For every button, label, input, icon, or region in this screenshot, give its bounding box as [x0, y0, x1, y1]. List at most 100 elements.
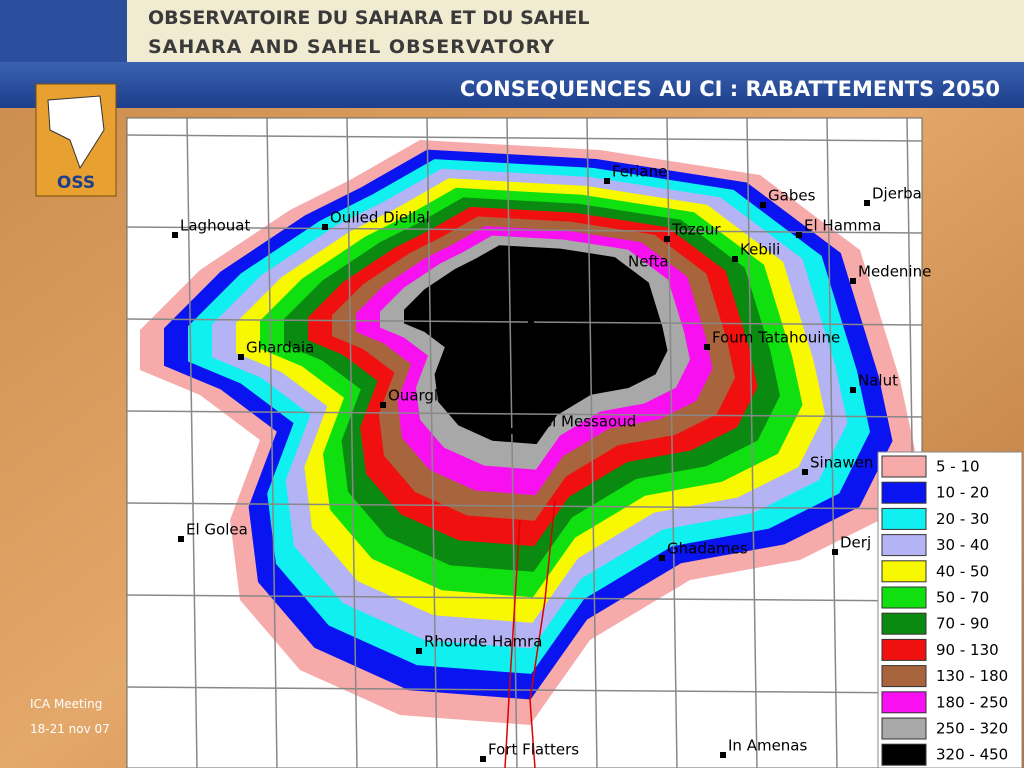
place-label: El Golea: [186, 521, 248, 539]
place-label: Hassi Messaoud: [516, 413, 636, 431]
place-label: Oulled Djellal: [330, 209, 430, 227]
legend-label: 10 - 20: [936, 484, 989, 502]
place-marker: [664, 236, 670, 242]
place-marker: [416, 648, 422, 654]
legend-label: 40 - 50: [936, 562, 989, 580]
place-label: Ouargla: [388, 387, 447, 405]
map-grid: [126, 502, 923, 510]
place-marker: [720, 752, 726, 758]
legend-label: 50 - 70: [936, 589, 989, 607]
map-grid: [426, 117, 438, 768]
legend-swatch: [881, 481, 927, 504]
place-marker: [322, 224, 328, 230]
map-grid: [126, 134, 923, 142]
place-marker: [172, 232, 178, 238]
place-label: Ghardaia: [246, 339, 314, 357]
place-marker: [832, 549, 838, 555]
legend-swatch: [881, 612, 927, 635]
place-label: Djerba: [872, 185, 922, 203]
map-grid: [506, 117, 518, 768]
place-label: Gabes: [768, 187, 816, 205]
logo-label: OSS: [57, 173, 95, 193]
legend-label: 130 - 180: [936, 667, 1008, 685]
legend-label: 250 - 320: [936, 720, 1008, 738]
place-marker: [480, 756, 486, 762]
place-label: Rhourde Hamra: [424, 633, 542, 651]
place-label: Medenine: [858, 263, 931, 281]
legend-swatch: [881, 455, 927, 478]
footer-dates: 18-21 nov 07: [30, 722, 110, 736]
header-bar: [0, 0, 1024, 62]
contour-zone: [404, 245, 668, 445]
place-label: Fort Flatters: [488, 741, 579, 759]
legend-label: 20 - 30: [936, 510, 989, 528]
legend-box: [877, 451, 1023, 768]
map-grid: [186, 117, 198, 768]
footer-event: ICA Meeting: [30, 697, 102, 711]
place-label: Touggourt: [535, 305, 611, 323]
legend-swatch: [881, 665, 927, 688]
map-grid: [826, 117, 838, 768]
legend-label: 320 - 450: [936, 746, 1008, 764]
map-grid: [586, 117, 598, 768]
place-label: Kebili: [740, 241, 780, 259]
legend-swatch: [881, 507, 927, 530]
map-grid: [666, 117, 678, 768]
place-marker: [796, 232, 802, 238]
legend: 5 - 10 10 - 20 20 - 30 30 - 40 40 - 50 50 - 7…: [877, 451, 1023, 768]
place-label: Laghouat: [180, 217, 250, 235]
place-label: Nalut: [858, 372, 898, 390]
map-grid: [126, 686, 923, 694]
legend-label: 70 - 90: [936, 615, 989, 633]
place-marker: [850, 387, 856, 393]
place-label: Feriane: [612, 163, 667, 181]
legend-swatch: [881, 717, 927, 740]
map-grid: [126, 318, 923, 326]
legend-swatch: [881, 638, 927, 661]
place-marker: [802, 469, 808, 475]
place-marker: [178, 536, 184, 542]
place-label: Foum Tatahouine: [712, 329, 840, 347]
legend-label: 180 - 250: [936, 693, 1008, 711]
place-marker: [659, 555, 665, 561]
title-band: [0, 62, 1024, 108]
place-label: In Amenas: [728, 737, 807, 755]
place-marker: [508, 428, 514, 434]
map-grid: [126, 226, 923, 234]
header-corner: [0, 0, 127, 62]
place-marker: [604, 178, 610, 184]
map-grid: [126, 410, 923, 418]
place-marker: [760, 202, 766, 208]
header-subtitle: SAHARA AND SAHEL OBSERVATORY: [148, 36, 555, 58]
map-grid: [266, 117, 278, 768]
legend-swatch: [881, 743, 927, 766]
place-marker: [864, 200, 870, 206]
legend-swatch: [881, 560, 927, 583]
legend-swatch: [881, 586, 927, 609]
map-grid: [746, 117, 758, 768]
legend-label: 90 - 130: [936, 641, 999, 659]
road: [529, 499, 556, 768]
place-marker: [850, 278, 856, 284]
map-grid: [346, 117, 358, 768]
place-label: El Hamma: [804, 217, 881, 235]
logo-map: [47, 95, 105, 170]
place-label: Tozeur: [671, 221, 721, 239]
place-label: Ghadames: [667, 540, 748, 558]
place-marker: [238, 354, 244, 360]
place-marker: [620, 268, 626, 274]
place-marker: [704, 344, 710, 350]
place-marker: [732, 256, 738, 262]
slide-title: CONSEQUENCES AU CI : RABATTEMENTS 2050: [460, 77, 1000, 101]
legend-label: 30 - 40: [936, 536, 989, 554]
place-label: Sinawen: [810, 454, 873, 472]
map: Laghouat Oulled Djellal Feriane Gabes Djerba…: [126, 117, 931, 768]
place-marker: [380, 402, 386, 408]
legend-label: 5 - 10: [936, 458, 980, 476]
legend-swatch: [881, 534, 927, 557]
place-marker: [528, 320, 534, 326]
legend-swatch: [881, 691, 927, 714]
road: [504, 519, 521, 768]
